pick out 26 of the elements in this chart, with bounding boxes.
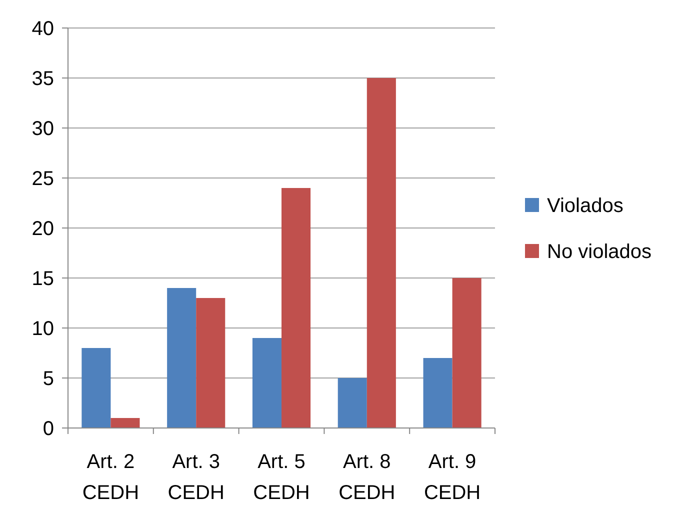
bar — [452, 278, 482, 428]
bar — [110, 418, 140, 428]
legend-label: No violados — [547, 241, 652, 263]
x-tick-label: Art. 3 CEDH — [168, 451, 224, 504]
y-tick-label: 30 — [32, 118, 54, 140]
bar — [196, 298, 226, 428]
x-tick-label: Art. 5 CEDH — [253, 451, 310, 504]
y-tick-label: 25 — [32, 168, 54, 190]
y-tick-label: 15 — [32, 268, 54, 290]
y-tick-label: 40 — [32, 18, 54, 40]
y-tick-label: 0 — [42, 418, 54, 440]
y-tick-label: 35 — [32, 68, 54, 90]
x-tick-label: Art. 2 CEDH — [82, 451, 140, 504]
bar — [423, 358, 452, 428]
bar — [338, 378, 367, 428]
legend-label: Violados — [547, 195, 624, 217]
x-tick-label: Art. 9 CEDH — [424, 451, 481, 504]
y-tick-label: 20 — [32, 218, 54, 240]
bar — [282, 188, 311, 428]
bar — [82, 348, 111, 428]
bar — [366, 78, 396, 428]
y-tick-label: 10 — [32, 318, 54, 340]
y-tick-label: 5 — [42, 368, 54, 390]
bar — [252, 338, 282, 428]
bar — [167, 288, 196, 428]
x-tick-label: Art. 8 CEDH — [338, 451, 396, 504]
